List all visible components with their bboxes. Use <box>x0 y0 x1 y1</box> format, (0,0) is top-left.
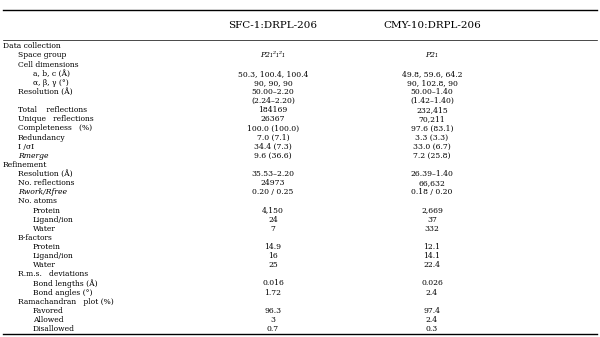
Text: Ligand/ion: Ligand/ion <box>33 216 74 224</box>
Text: Resolution (Å): Resolution (Å) <box>18 170 73 178</box>
Text: 34.4 (7.3): 34.4 (7.3) <box>254 143 292 151</box>
Text: (2.24–2.20): (2.24–2.20) <box>251 97 295 105</box>
Text: Favored: Favored <box>33 307 64 315</box>
Text: I /σI: I /σI <box>18 143 34 151</box>
Text: Water: Water <box>33 225 56 233</box>
Text: Bond angles (°): Bond angles (°) <box>33 288 92 297</box>
Text: 0.016: 0.016 <box>262 279 284 287</box>
Text: Ramachandran   plot (%): Ramachandran plot (%) <box>18 298 114 306</box>
Text: 24973: 24973 <box>261 179 285 187</box>
Text: No. atoms: No. atoms <box>18 197 57 205</box>
Text: 49.8, 59.6, 64.2: 49.8, 59.6, 64.2 <box>402 70 462 78</box>
Text: 35.53–2.20: 35.53–2.20 <box>251 170 295 178</box>
Text: 25: 25 <box>268 261 278 269</box>
Text: 4,150: 4,150 <box>262 207 284 215</box>
Text: Completeness   (%): Completeness (%) <box>18 124 92 132</box>
Text: Redundancy: Redundancy <box>18 133 65 142</box>
Text: 24: 24 <box>268 216 278 224</box>
Text: 2.4: 2.4 <box>426 316 438 324</box>
Text: 184169: 184169 <box>259 106 287 114</box>
Text: No. reflections: No. reflections <box>18 179 74 187</box>
Text: 0.3: 0.3 <box>426 325 438 333</box>
Text: 332: 332 <box>425 225 439 233</box>
Text: Rwork/Rfree: Rwork/Rfree <box>18 188 67 196</box>
Text: P2₁: P2₁ <box>425 52 439 59</box>
Text: 9.6 (36.6): 9.6 (36.6) <box>254 152 292 160</box>
Text: 7: 7 <box>271 225 275 233</box>
Text: a, b, c (Å): a, b, c (Å) <box>33 70 70 78</box>
Text: 1.72: 1.72 <box>265 288 281 297</box>
Text: 12.1: 12.1 <box>424 243 440 251</box>
Text: 7.0 (7.1): 7.0 (7.1) <box>257 133 289 142</box>
Text: Resolution (Å): Resolution (Å) <box>18 88 73 96</box>
Text: Refinement: Refinement <box>3 161 47 169</box>
Text: 97.4: 97.4 <box>424 307 440 315</box>
Text: α, β, γ (°): α, β, γ (°) <box>33 79 69 87</box>
Text: R.m.s.   deviations: R.m.s. deviations <box>18 270 88 278</box>
Text: 2,669: 2,669 <box>421 207 443 215</box>
Text: 50.00–2.20: 50.00–2.20 <box>251 88 295 96</box>
Text: B-factors: B-factors <box>18 234 53 242</box>
Text: 0.20 / 0.25: 0.20 / 0.25 <box>253 188 293 196</box>
Text: 0.7: 0.7 <box>267 325 279 333</box>
Text: (1.42–1.40): (1.42–1.40) <box>410 97 454 105</box>
Text: 3: 3 <box>271 316 275 324</box>
Text: 0.18 / 0.20: 0.18 / 0.20 <box>412 188 452 196</box>
Text: 90, 90, 90: 90, 90, 90 <box>254 79 292 87</box>
Text: P2₁²₁²₁: P2₁²₁²₁ <box>260 52 286 59</box>
Text: Total    reflections: Total reflections <box>18 106 87 114</box>
Text: 16: 16 <box>268 252 278 260</box>
Text: CMY-10:DRPL-206: CMY-10:DRPL-206 <box>383 21 481 30</box>
Text: Disallowed: Disallowed <box>33 325 75 333</box>
Text: Unique   reflections: Unique reflections <box>18 115 94 123</box>
Text: 50.00–1.40: 50.00–1.40 <box>410 88 454 96</box>
Text: 50.3, 100.4, 100.4: 50.3, 100.4, 100.4 <box>238 70 308 78</box>
Text: 100.0 (100.0): 100.0 (100.0) <box>247 124 299 132</box>
Text: Protein: Protein <box>33 207 61 215</box>
Text: 70,211: 70,211 <box>419 115 445 123</box>
Text: 26.39–1.40: 26.39–1.40 <box>410 170 454 178</box>
Text: 0.026: 0.026 <box>421 279 443 287</box>
Text: 66,632: 66,632 <box>419 179 445 187</box>
Text: 90, 102.8, 90: 90, 102.8, 90 <box>407 79 457 87</box>
Text: 97.6 (83.1): 97.6 (83.1) <box>411 124 453 132</box>
Text: Cell dimensions: Cell dimensions <box>18 61 79 69</box>
Text: Water: Water <box>33 261 56 269</box>
Text: 22.4: 22.4 <box>424 261 440 269</box>
Text: 26367: 26367 <box>261 115 285 123</box>
Text: 2.4: 2.4 <box>426 288 438 297</box>
Text: 232,415: 232,415 <box>416 106 448 114</box>
Text: 33.0 (6.7): 33.0 (6.7) <box>413 143 451 151</box>
Text: Rmerge: Rmerge <box>18 152 49 160</box>
Text: Protein: Protein <box>33 243 61 251</box>
Text: 14.1: 14.1 <box>424 252 440 260</box>
Text: 3.3 (3.3): 3.3 (3.3) <box>415 133 449 142</box>
Text: Allowed: Allowed <box>33 316 64 324</box>
Text: Ligand/ion: Ligand/ion <box>33 252 74 260</box>
Text: Data collection: Data collection <box>3 42 61 50</box>
Text: Bond lengths (Å): Bond lengths (Å) <box>33 279 98 288</box>
Text: Space group: Space group <box>18 52 67 59</box>
Text: SFC-1:DRPL-206: SFC-1:DRPL-206 <box>229 21 317 30</box>
Text: 14.9: 14.9 <box>265 243 281 251</box>
Text: 37: 37 <box>427 216 437 224</box>
Text: 7.2 (25.8): 7.2 (25.8) <box>413 152 451 160</box>
Text: 96.3: 96.3 <box>265 307 281 315</box>
